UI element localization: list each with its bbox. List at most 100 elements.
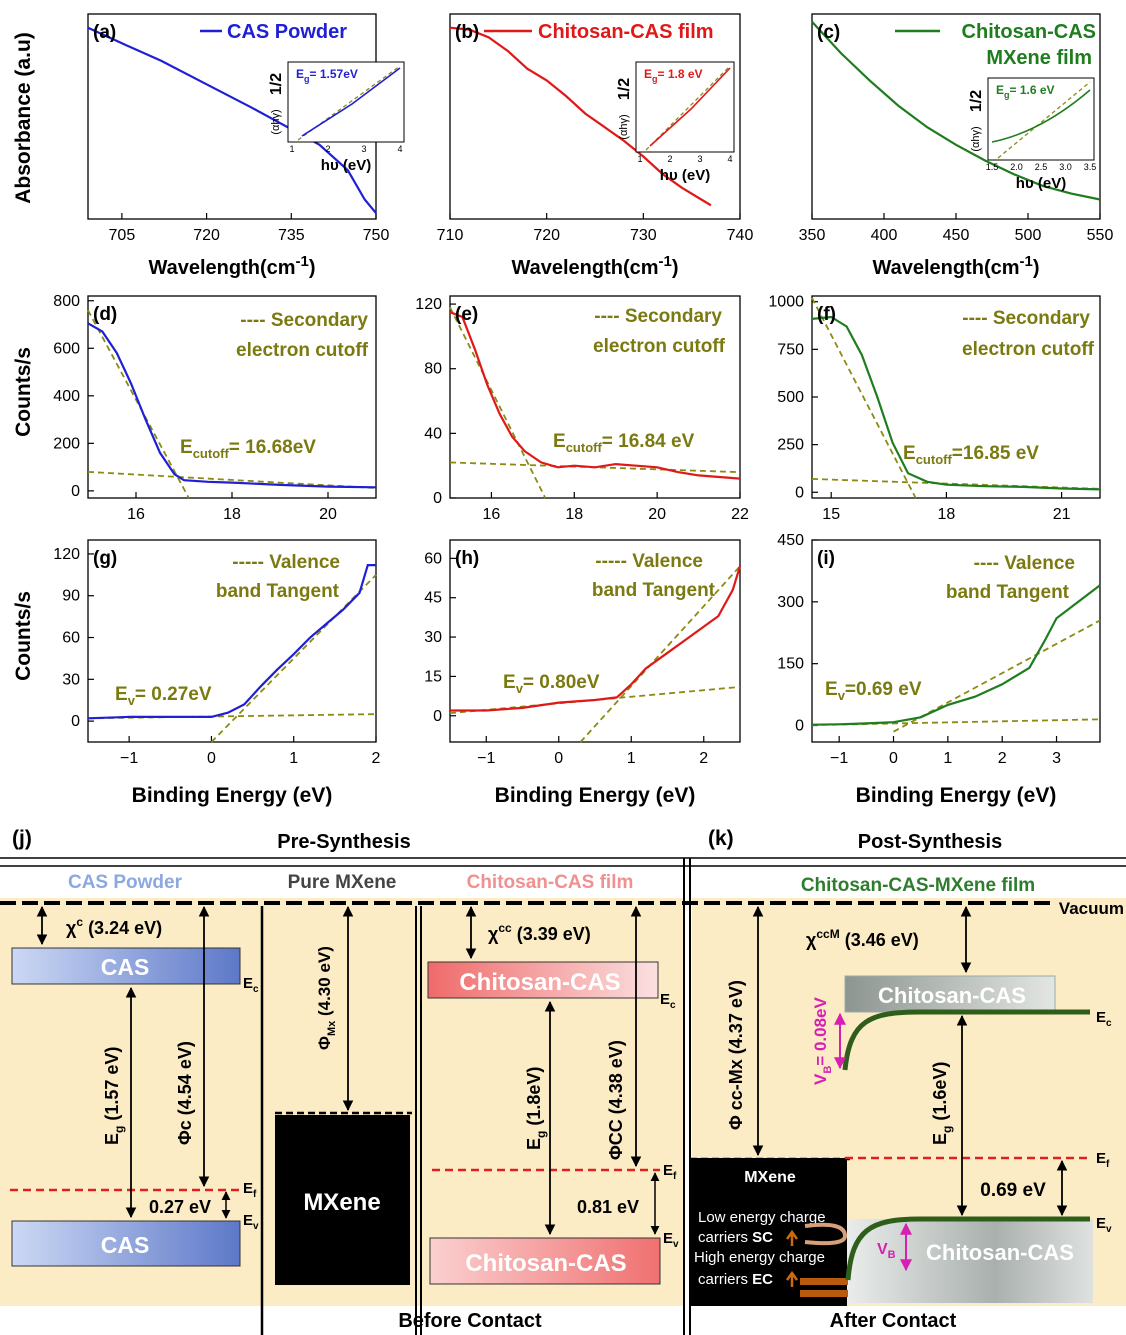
x-axis-label-b: Wavelength(cm-1) (511, 253, 678, 279)
x-axis-label-g: Binding Energy (eV) (132, 784, 333, 807)
inset-curve-a (301, 67, 401, 137)
eg-ccm-label: Eg (1.6eV) (930, 1062, 954, 1145)
ccm-vb-bending (845, 1216, 1090, 1281)
annotation-sub: cutoff (566, 440, 603, 455)
series-line-e (449, 311, 741, 480)
ccm-vb-label: Chitosan-CAS (926, 1240, 1074, 1265)
y-tick-label-h: 30 (424, 629, 442, 646)
ccm-ec-label: Ec (1096, 1009, 1112, 1029)
series-line-c (811, 21, 1101, 201)
inset-eg-val: = 1.8 eV (658, 67, 703, 81)
tangent-line-i (893, 619, 1101, 733)
low-energy-line2: carriers SC (698, 1229, 773, 1246)
tangent-line-g (87, 713, 377, 720)
series-line-f (811, 315, 1101, 491)
x-tick-label-c: 400 (871, 227, 898, 244)
x-tick-label-i: 2 (998, 750, 1007, 767)
chart-e: 16 18 20 22 0 40 80 120 (e) Ecutoff= 16.84 eV ----… (415, 295, 749, 523)
x-axis-label-a: Wavelength(cm-1) (148, 253, 315, 279)
series-line-h (450, 565, 742, 712)
ccm-ef-ev-gap: 0.69 eV (980, 1180, 1046, 1201)
pre-synthesis-title: Pre-Synthesis (277, 831, 410, 853)
inset-eg-label-b: Eg= 1.8 eV (644, 67, 703, 84)
inset-curve-b (649, 67, 731, 147)
annotation-E: E (503, 672, 516, 693)
row2-ylabel: Counts/s (12, 347, 35, 437)
inset-ylabel-b: (αhγ) (618, 114, 630, 139)
y-tick-label-i: 150 (777, 656, 804, 673)
x-tick-label-d: 18 (223, 506, 241, 523)
inset-xlabel-c: hυ (eV) (1016, 175, 1066, 192)
plot-frame-h (449, 539, 741, 743)
high-energy-line2: carriers EC (698, 1271, 773, 1288)
y-tick-label-h: 60 (424, 550, 442, 567)
x-axis-label-close: ) (309, 257, 316, 279)
x-tick-label-b: 710 (437, 227, 464, 244)
inset-c: 1.5 2.0 2.5 3.0 3.5 Eg= 1.6 eV hυ (eV) (αhγ) 1/2 (968, 77, 1097, 192)
annotation-E: E (825, 679, 838, 700)
annotation-f: Ecutoff=16.85 eV (903, 443, 1039, 467)
x-tick-label-a: 735 (278, 227, 305, 244)
inset-ylabel-c: (αhγ) (970, 126, 982, 151)
annotation-E: E (115, 684, 128, 705)
eg-cc-label: Eg (1.8eV) (524, 1067, 548, 1150)
x-axis-label-sup: -1 (1020, 253, 1033, 270)
annotation-val: =0.69 eV (845, 679, 922, 700)
x-tick-label-f: 21 (1053, 506, 1071, 523)
inset-frame-c (987, 77, 1095, 161)
inset-tick-label-c: 3.5 (1084, 162, 1097, 172)
ccm-cb-label: Chitosan-CAS (878, 983, 1026, 1008)
chart-i: −1 0 1 2 3 0 150 300 450 (i) Ev=0.69 eV ---- Valenc… (777, 532, 1101, 807)
inset-tick-label-a: 4 (397, 144, 402, 154)
annotation-val: = 16.68eV (229, 437, 316, 458)
annotation-i: Ev=0.69 eV (825, 679, 922, 703)
x-axis-label-c: Wavelength(cm-1) (872, 253, 1039, 279)
y-tick-label-d: 600 (53, 340, 80, 357)
post-synthesis-title: Post-Synthesis (858, 831, 1002, 853)
annotation-e: Ecutoff= 16.84 eV (553, 431, 695, 455)
cutoff-label-f: electron cutoff (962, 339, 1095, 360)
phi-mx-label: ΦMx (4.30 eV) (315, 946, 338, 1050)
x-tick-label-i: −1 (830, 750, 848, 767)
x-tick-label-b: 720 (533, 227, 560, 244)
annotation-d: Ecutoff= 16.68eV (180, 437, 316, 461)
y-tick-label-e: 120 (415, 296, 442, 313)
inset-eg-E: E (996, 83, 1004, 97)
annotation-sub: cutoff (916, 452, 953, 467)
y-tick-label-i: 0 (795, 718, 804, 735)
panel-label-a: (a) (93, 22, 116, 43)
cc-ef-ev-gap: 0.81 eV (577, 1197, 639, 1217)
x-tick-label-g: −1 (120, 750, 138, 767)
y-tick-label-f: 1000 (768, 294, 804, 311)
panel-label-d: (d) (93, 304, 117, 325)
x-tick-label-a: 750 (363, 227, 390, 244)
mxene-label: MXene (303, 1189, 380, 1216)
y-tick-label-e: 80 (424, 361, 442, 378)
y-tick-label-g: 30 (62, 671, 80, 688)
annotation-E: E (903, 443, 916, 464)
series-line-a (87, 26, 377, 214)
chitosan-film-title: Chitosan-CAS film (467, 872, 634, 893)
annotation-sub: v (838, 688, 846, 703)
cas-ef-ev-gap: 0.27 eV (149, 1197, 211, 1217)
inset-eg-label-a: Eg= 1.57eV (296, 67, 358, 84)
mxene-block (275, 1115, 410, 1285)
inset-ylabel-exp-a: 1/2 (268, 73, 285, 95)
inset-tick-label-c: 2.5 (1035, 162, 1048, 172)
phicc-label: ΦCC (4.38 eV) (606, 1040, 626, 1160)
x-axis-label-h: Binding Energy (eV) (495, 784, 696, 807)
secondary-label-e: ---- Secondary (594, 306, 722, 327)
plot-frame-b (449, 13, 741, 220)
inset-tick-label-a: 1 (289, 144, 294, 154)
tangent-line-f (811, 297, 917, 499)
inset-tick-label-c: 2.0 (1010, 162, 1023, 172)
inset-tick-label-c: 1.5 (986, 162, 999, 172)
inset-frame-a (287, 61, 405, 143)
inset-ylabel-exp-c: 1/2 (968, 90, 985, 112)
inset-eg-E: E (644, 67, 652, 81)
x-tick-label-e: 16 (483, 506, 501, 523)
chitcas-vb-label: Chitosan-CAS (465, 1250, 626, 1277)
inset-b: 1 2 3 4 Eg= 1.8 eV hυ (eV) (αhγ) 1/2 (616, 61, 735, 184)
annotation-val: = 0.27eV (135, 684, 212, 705)
